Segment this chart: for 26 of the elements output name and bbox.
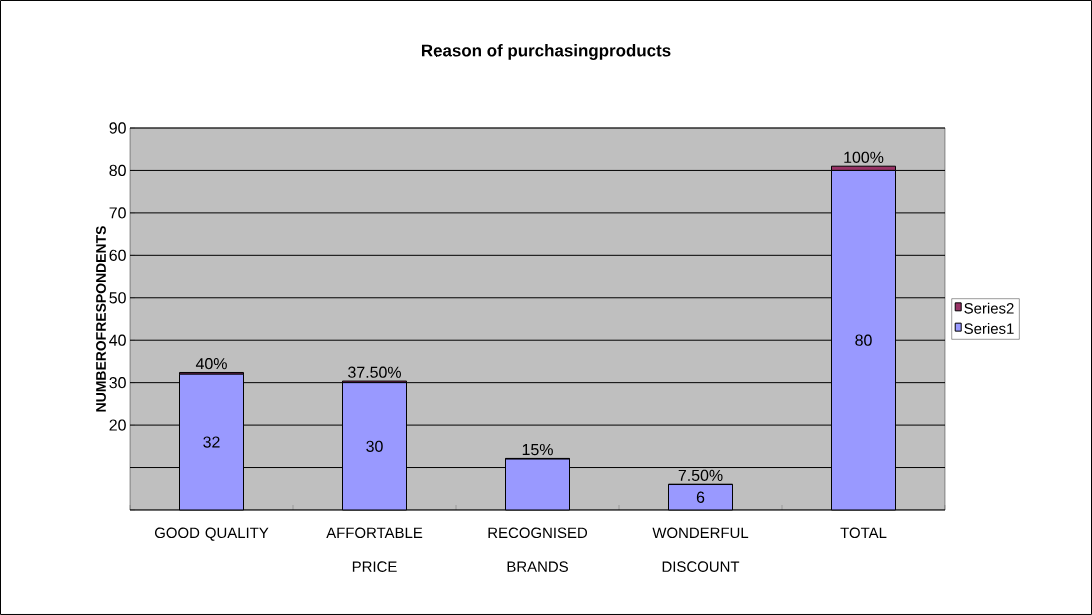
y-tick-label: 40 — [109, 334, 126, 346]
y-tick-label: 70 — [109, 207, 126, 219]
category-label: WONDERFUL DISCOUNT — [652, 527, 749, 572]
y-tick-label: 80 — [109, 164, 126, 177]
data-label: 15% — [522, 444, 553, 456]
category-label: RECOGNISED BRANDS — [488, 527, 588, 572]
data-label: 80 — [855, 334, 872, 346]
data-label: 37.50% — [348, 366, 401, 378]
data-label: 32 — [203, 436, 220, 448]
y-tick-label: 60 — [109, 249, 126, 261]
y-tick-label: 50 — [109, 292, 126, 304]
data-label: 40% — [195, 357, 227, 370]
category-label: AFFORTABLE PRICE — [326, 527, 423, 572]
data-label: 100% — [844, 151, 884, 163]
y-tick-label: 20 — [109, 419, 126, 431]
legend-label: Series1 — [964, 322, 1014, 334]
legend-label: Series2 — [964, 302, 1014, 314]
data-label: 30 — [366, 440, 383, 452]
chart-title: Reason of purchasingproducts — [421, 44, 671, 60]
x-tick-label: TOTAL — [840, 527, 887, 539]
x-tick-label: GOOD QUALITY — [154, 527, 269, 541]
y-tick-label: 30 — [109, 377, 126, 389]
y-tick-label: 90 — [109, 122, 126, 134]
data-label: 6 — [696, 491, 705, 503]
y-axis-title: NUMBEROFRESPONDENTS — [96, 226, 106, 412]
data-label: 7.50% — [678, 469, 723, 481]
